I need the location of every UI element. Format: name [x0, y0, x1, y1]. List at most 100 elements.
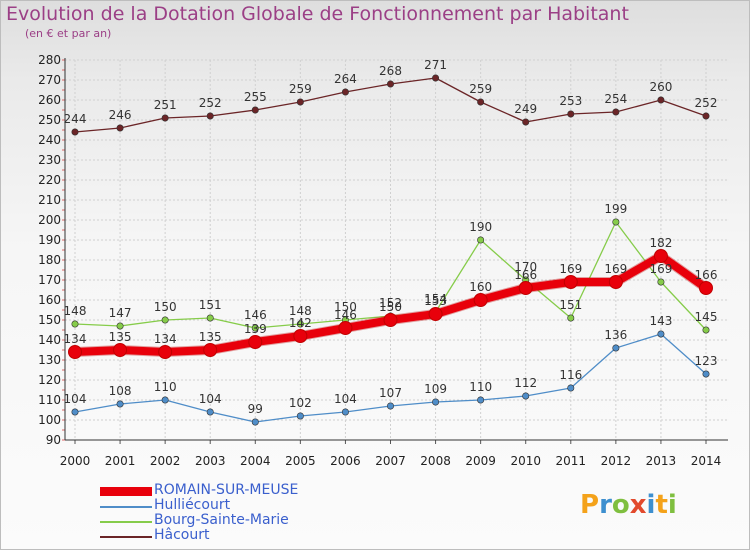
data-label: 150: [334, 300, 357, 314]
data-point: [116, 322, 124, 330]
y-tick-label: 280: [38, 53, 61, 67]
data-label: 109: [424, 382, 447, 396]
data-label: 254: [604, 92, 627, 106]
data-label: 123: [695, 354, 718, 368]
x-tick-label: 2005: [285, 454, 316, 468]
data-point: [612, 108, 620, 116]
data-label: 255: [244, 90, 267, 104]
data-point: [657, 330, 665, 338]
chart-subtitle: (en € et par an): [25, 27, 112, 40]
data-labels: 244 246 251 252 255 259 264 268 271 259 249 253 254 2…: [64, 58, 718, 416]
data-label: 152: [379, 296, 402, 310]
logo-letter: o: [611, 490, 630, 520]
data-label: 151: [559, 298, 582, 312]
x-tick-label: 2003: [195, 454, 226, 468]
data-label: 244: [64, 112, 87, 126]
data-label: 135: [199, 330, 222, 344]
data-label: 136: [604, 328, 627, 342]
data-label: 246: [109, 108, 132, 122]
data-point: [251, 106, 259, 114]
data-point: [608, 275, 623, 289]
data-point: [386, 80, 394, 88]
data-point: [567, 314, 575, 322]
data-label: 253: [559, 94, 582, 108]
data-point: [251, 418, 259, 426]
data-point: [563, 275, 578, 289]
data-point: [432, 398, 440, 406]
data-label: 110: [469, 380, 492, 394]
data-point: [522, 392, 530, 400]
data-label: 104: [199, 392, 222, 406]
data-point: [657, 96, 665, 104]
data-point: [477, 236, 485, 244]
data-point: [158, 345, 173, 359]
y-tick-label: 150: [38, 313, 61, 327]
data-point: [293, 329, 308, 343]
data-point: [203, 343, 218, 357]
data-label: 142: [289, 316, 312, 330]
y-tick-label: 220: [38, 173, 61, 187]
data-label: 148: [64, 304, 87, 318]
data-point: [657, 278, 665, 286]
y-tick-label: 230: [38, 153, 61, 167]
data-point: [71, 128, 79, 136]
data-point: [522, 118, 530, 126]
data-label: 166: [514, 268, 537, 282]
logo-letter: P: [580, 490, 600, 520]
y-tick-label: 120: [38, 373, 61, 387]
data-label: 150: [154, 300, 177, 314]
data-label: 135: [109, 330, 132, 344]
data-label: 170: [514, 260, 537, 274]
data-point: [161, 316, 169, 324]
data-point: [161, 114, 169, 122]
data-label: 150: [379, 300, 402, 314]
legend-swatch: [100, 521, 152, 523]
legend-item: Hulliécourt: [100, 497, 400, 515]
data-point: [251, 324, 259, 332]
x-tick-label: 2002: [150, 454, 181, 468]
data-point: [248, 335, 263, 349]
data-label: 182: [649, 236, 672, 250]
data-point: [567, 384, 575, 392]
data-label: 252: [695, 96, 718, 110]
y-tick-label: 250: [38, 113, 61, 127]
data-point: [71, 320, 79, 328]
data-label: 169: [604, 262, 627, 276]
data-label: 264: [334, 72, 357, 86]
data-label: 145: [695, 310, 718, 324]
legend-swatch: [100, 536, 152, 538]
data-label: 259: [289, 82, 312, 96]
y-tick-label: 100: [38, 413, 61, 427]
y-tick-label: 240: [38, 133, 61, 147]
y-tick-label: 160: [38, 293, 61, 307]
logo-letter: x: [629, 490, 647, 520]
x-tick-label: 2001: [105, 454, 136, 468]
data-point: [612, 344, 620, 352]
data-point: [702, 370, 710, 378]
data-label: 99: [248, 402, 263, 416]
data-label: 146: [334, 308, 357, 322]
series-lines: [68, 74, 713, 426]
legend-label: ROMAIN-SUR-MEUSE: [154, 482, 299, 498]
data-label: 252: [199, 96, 222, 110]
y-tick-label: 260: [38, 93, 61, 107]
legend-item: ROMAIN-SUR-MEUSE: [100, 482, 400, 500]
x-tick-label: 2014: [691, 454, 722, 468]
x-tick-label: 2011: [556, 454, 587, 468]
y-tick-label: 110: [38, 393, 61, 407]
data-point: [612, 218, 620, 226]
data-label: 143: [649, 314, 672, 328]
data-label: 104: [64, 392, 87, 406]
data-point: [432, 74, 440, 82]
data-label: 259: [469, 82, 492, 96]
data-point: [699, 281, 713, 295]
y-tick-label: 140: [38, 333, 61, 347]
data-label: 153: [424, 294, 447, 308]
y-tick-label: 90: [46, 433, 61, 447]
data-point: [116, 124, 124, 132]
data-point: [68, 345, 82, 359]
data-point: [161, 396, 169, 404]
data-point: [386, 402, 394, 410]
x-tick-label: 2007: [375, 454, 406, 468]
